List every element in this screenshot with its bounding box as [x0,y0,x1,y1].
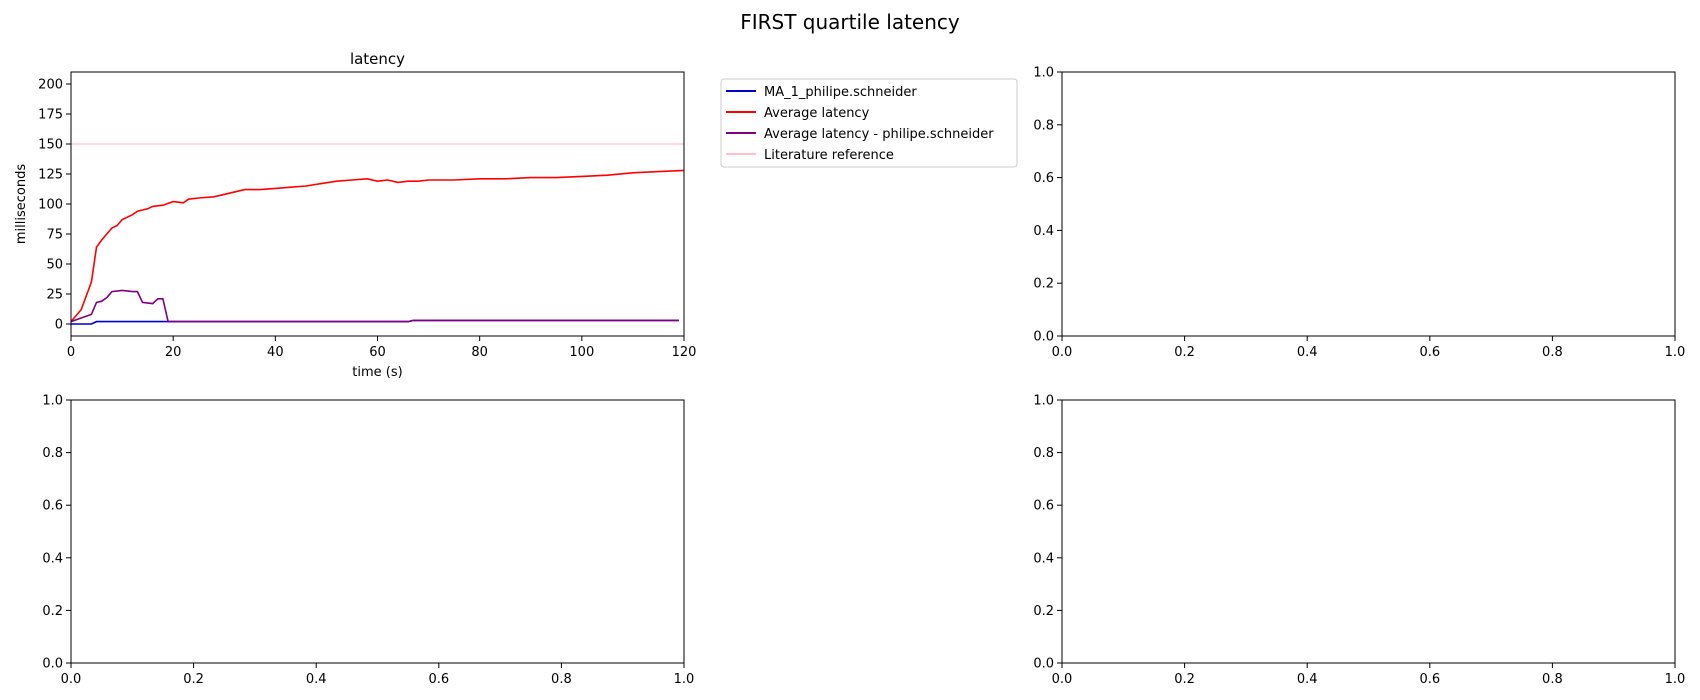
y-tick-label: 0.6 [1033,171,1054,186]
x-tick-label: 1.0 [1665,345,1686,360]
subplots: 0 20 40 60 80 100 120 0 25 50 75 100 125 150 175 200 lat… [14,50,1685,687]
axes-title: latency [350,50,405,68]
y-tick-label: 0.6 [1033,499,1054,514]
y-tick-label: 0.8 [1033,118,1054,133]
y-tick-label: 0.4 [1033,224,1054,239]
legend-label-2: Average latency [764,106,870,121]
y-tick-label: 0.0 [1033,657,1054,672]
x-tick-label: 0.6 [1419,345,1440,360]
y-tick-label: 25 [46,288,63,303]
y-tick-label: 0.0 [1033,330,1054,345]
subplot-3: 0.0 0.2 0.4 0.6 0.8 1.0 0.0 0.2 0.4 0.6 0.8 1.0 [42,394,694,688]
x-tick-label: 0.0 [1052,672,1073,687]
y-tick-label: 50 [46,258,63,273]
y-tick-label: 150 [38,138,63,153]
y-tick-label: 0.8 [42,446,63,461]
y-axis-label: milliseconds [14,164,29,244]
x-tick-label: 0.4 [1297,672,1318,687]
x-tick-label: 0.6 [1419,672,1440,687]
subplot-1: 0 20 40 60 80 100 120 0 25 50 75 100 125 150 175 200 lat… [14,50,1018,380]
x-axis-label: time (s) [352,365,402,380]
y-tick-label: 1.0 [1033,66,1054,81]
y-tick-label: 0.0 [42,657,63,672]
y-tick-label: 0.2 [42,604,63,619]
y-tick-label: 0.8 [1033,446,1054,461]
legend-label-3: Average latency - philipe.schneider [764,127,994,142]
subplot-4: 0.0 0.2 0.4 0.6 0.8 1.0 0.0 0.2 0.4 0.6 0.8 1.0 [1033,394,1685,688]
x-tick-label: 80 [471,345,488,360]
legend-label-1: MA_1_philipe.schneider [764,85,917,100]
y-tick-label: 1.0 [1033,394,1054,409]
x-tick-label: 60 [369,345,386,360]
figure-title: FIRST quartile latency [740,10,960,34]
x-tick-label: 100 [569,345,594,360]
axes-frame [1061,399,1676,664]
legend-label-4: Literature reference [764,148,894,163]
x-tick-label: 0.8 [1542,345,1563,360]
x-tick-label: 1.0 [1665,672,1686,687]
y-tick-label: 100 [38,198,63,213]
x-tick-label: 0.0 [61,672,82,687]
x-tick-label: 20 [165,345,182,360]
y-tick-label: 75 [46,228,63,243]
series-line-3 [71,289,679,323]
axes-frame [70,399,685,664]
x-tick-label: 0.8 [1542,672,1563,687]
x-tick-label: 0.2 [1174,672,1195,687]
y-tick-label: 0.6 [42,499,63,514]
x-tick-label: 0.6 [428,672,449,687]
legend: MA_1_philipe.schneider Average latency Ave… [720,78,1018,168]
axes-frame [70,71,685,337]
y-tick-label: 0.2 [1033,277,1054,292]
y-tick-label: 1.0 [42,394,63,409]
y-tick-label: 0.4 [42,551,63,566]
axes-frame [1061,71,1676,337]
x-tick-label: 0.4 [306,672,327,687]
x-tick-label: 0.4 [1297,345,1318,360]
y-tick-label: 125 [38,168,63,183]
x-tick-label: 1.0 [674,672,695,687]
y-tick-label: 0.4 [1033,551,1054,566]
y-tick-label: 0 [55,318,63,333]
x-tick-label: 0.2 [183,672,204,687]
x-tick-label: 0.0 [1052,345,1073,360]
series-line-2 [71,169,684,323]
legend-frame [720,78,1018,168]
y-tick-label: 175 [38,108,63,123]
x-tick-label: 0.8 [551,672,572,687]
x-tick-label: 0 [67,345,75,360]
y-tick-label: 200 [38,78,63,93]
y-tick-label: 0.2 [1033,604,1054,619]
subplot-2: 0.0 0.2 0.4 0.6 0.8 1.0 0.0 0.2 0.4 0.6 0.8 1.0 [1033,66,1685,361]
x-tick-label: 120 [672,345,697,360]
x-tick-label: 40 [267,345,284,360]
x-tick-label: 0.2 [1174,345,1195,360]
